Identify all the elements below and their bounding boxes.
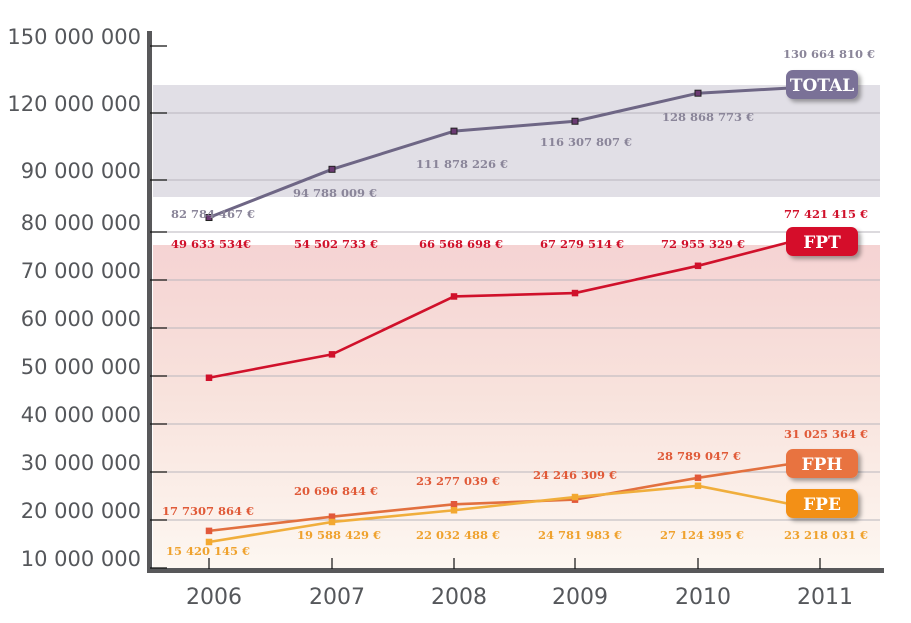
total-band — [153, 85, 880, 197]
legend-label: FPH — [802, 455, 843, 475]
data-label-fph: 28 789 047 € — [657, 449, 741, 463]
y-tick-label: 50 000 000 — [21, 355, 141, 379]
data-label-fph: 24 246 309 € — [533, 468, 617, 482]
data-point-total — [450, 127, 458, 135]
axes — [147, 31, 884, 573]
y-tick-label: 150 000 000 — [7, 25, 141, 49]
data-label-total: 111 878 226 € — [416, 157, 508, 171]
y-tick-label: 10 000 000 — [21, 547, 141, 571]
x-tick-label: 2006 — [186, 585, 242, 610]
series-line-fpt — [208, 240, 791, 380]
x-tick-label: 2011 — [797, 585, 853, 610]
public-service-band — [153, 245, 880, 568]
data-point-fpt — [694, 262, 702, 270]
gridlines — [153, 112, 880, 521]
legend-badge-fpe — [786, 489, 858, 518]
data-label-fpt: 67 279 514 € — [540, 237, 624, 251]
data-labels: 82 784 467 € 94 788 009 € 111 878 226 € 116… — [162, 47, 875, 558]
x-tick-label: 2007 — [309, 585, 365, 610]
legend-label: FPT — [803, 233, 841, 253]
data-label-fpe: 22 032 488 € — [416, 528, 500, 542]
legend-badge-bg — [786, 489, 858, 518]
data-label-fph: 23 277 039 € — [416, 474, 500, 488]
y-tick-label: 60 000 000 — [21, 307, 141, 331]
x-tick-label: 2009 — [552, 585, 608, 610]
data-label-total: 82 784 467 € — [171, 207, 255, 221]
data-point-fpe — [205, 538, 213, 546]
legend-label: FPE — [803, 495, 841, 515]
y-tick-label: 70 000 000 — [21, 259, 141, 283]
data-point-total — [328, 165, 336, 173]
data-label-fpt: 54 502 733 € — [294, 237, 378, 251]
series-line-fpe — [208, 484, 791, 544]
y-tick-label: 40 000 000 — [21, 403, 141, 427]
data-point-fpt — [450, 293, 458, 300]
data-label-fpt: 77 421 415 € — [784, 207, 868, 221]
data-label-total: 116 307 807 € — [540, 135, 632, 149]
data-label-fpt: 49 633 534€ — [171, 237, 251, 251]
data-label-fpe: 24 781 983 € — [538, 528, 622, 542]
data-point-fpe — [694, 482, 702, 490]
data-label-fpe: 27 124 395 € — [660, 528, 744, 542]
data-point-fpe — [571, 493, 579, 501]
data-point-fpt — [328, 351, 336, 358]
y-tick-label: 20 000 000 — [21, 499, 141, 523]
data-label-total: 94 788 009 € — [293, 186, 377, 200]
data-label-fpe: 23 218 031 € — [784, 528, 868, 542]
series-line-fph — [208, 462, 791, 533]
series-lines — [205, 86, 791, 546]
y-tick-label: 30 000 000 — [21, 451, 141, 475]
data-label-fpt: 72 955 329 € — [661, 237, 745, 251]
data-point-total — [571, 117, 579, 125]
y-axis-ticks: 150 000 000 120 000 000 90 000 000 80 000 0… — [7, 25, 167, 571]
data-label-fph: 17 7307 864 € — [162, 504, 254, 518]
legend-badge-total — [786, 70, 858, 99]
legend-badge-fph — [786, 449, 858, 478]
legend-badge-bg — [786, 227, 858, 256]
data-point-total — [694, 89, 702, 97]
data-point-fph — [205, 527, 213, 535]
data-label-fpe: 19 588 429 € — [297, 528, 381, 542]
data-point-fph — [694, 474, 702, 482]
legend-badge-bg — [786, 449, 858, 478]
y-axis-line — [147, 31, 152, 571]
data-label-total: 130 664 810 € — [783, 47, 875, 61]
y-tick-label: 90 000 000 — [21, 159, 141, 183]
data-label-fph: 31 025 364 € — [784, 427, 868, 441]
x-tick-label: 2008 — [431, 585, 487, 610]
x-axis-ticks: 2006 2007 2008 2009 2010 2011 — [186, 558, 853, 610]
data-point-fpe — [450, 506, 458, 514]
y-tick-label: 120 000 000 — [7, 92, 141, 116]
legend-badge-fpt — [786, 227, 858, 256]
data-point-fpt — [205, 374, 213, 382]
data-label-total: 128 868 773 € — [662, 110, 754, 124]
data-point-total — [205, 214, 213, 222]
series-line-total — [208, 86, 791, 219]
y-tick-label: 80 000 000 — [21, 211, 141, 235]
x-axis-line — [147, 568, 884, 573]
data-label-fpt: 66 568 698 € — [419, 237, 503, 251]
background-bands — [153, 85, 880, 568]
data-label-fph: 20 696 844 € — [294, 484, 378, 498]
legend-label: TOTAL — [790, 76, 854, 96]
data-point-fpt — [571, 289, 579, 297]
legend-badge-bg — [786, 70, 858, 99]
data-point-fph — [450, 501, 458, 508]
legend-badges: TOTAL FPT FPH FPE — [786, 70, 858, 518]
data-label-fpe: 15 420 145 € — [166, 544, 250, 558]
x-tick-label: 2010 — [675, 585, 731, 610]
data-point-fpe — [328, 518, 336, 526]
